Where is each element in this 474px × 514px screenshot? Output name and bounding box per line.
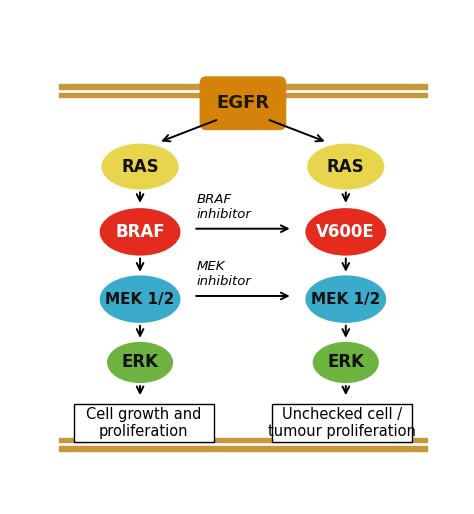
Text: BRAF
inhibitor: BRAF inhibitor [197,193,252,221]
Ellipse shape [100,208,181,255]
Text: MEK 1/2: MEK 1/2 [311,291,381,307]
Text: ERK: ERK [327,354,365,372]
Text: RAS: RAS [327,158,365,176]
Bar [59,446,427,451]
Ellipse shape [107,342,173,383]
FancyBboxPatch shape [74,404,213,442]
Text: Cell growth and
proliferation: Cell growth and proliferation [86,407,201,439]
Text: ERK: ERK [121,354,159,372]
Ellipse shape [313,342,379,383]
Ellipse shape [100,276,181,323]
Ellipse shape [101,143,179,190]
Text: BRAF: BRAF [115,223,165,241]
Text: Unchecked cell /
tumour proliferation: Unchecked cell / tumour proliferation [268,407,416,439]
Bar [59,438,427,443]
Bar [59,93,427,97]
Text: MEK 1/2: MEK 1/2 [105,291,175,307]
FancyBboxPatch shape [272,404,412,442]
Text: RAS: RAS [121,158,159,176]
Bar [59,84,427,88]
Text: V600E: V600E [317,223,375,241]
Ellipse shape [307,143,384,190]
Text: EGFR: EGFR [216,94,270,112]
Text: MEK
inhibitor: MEK inhibitor [197,260,252,288]
Ellipse shape [305,208,386,255]
Ellipse shape [305,276,386,323]
FancyBboxPatch shape [200,76,286,130]
